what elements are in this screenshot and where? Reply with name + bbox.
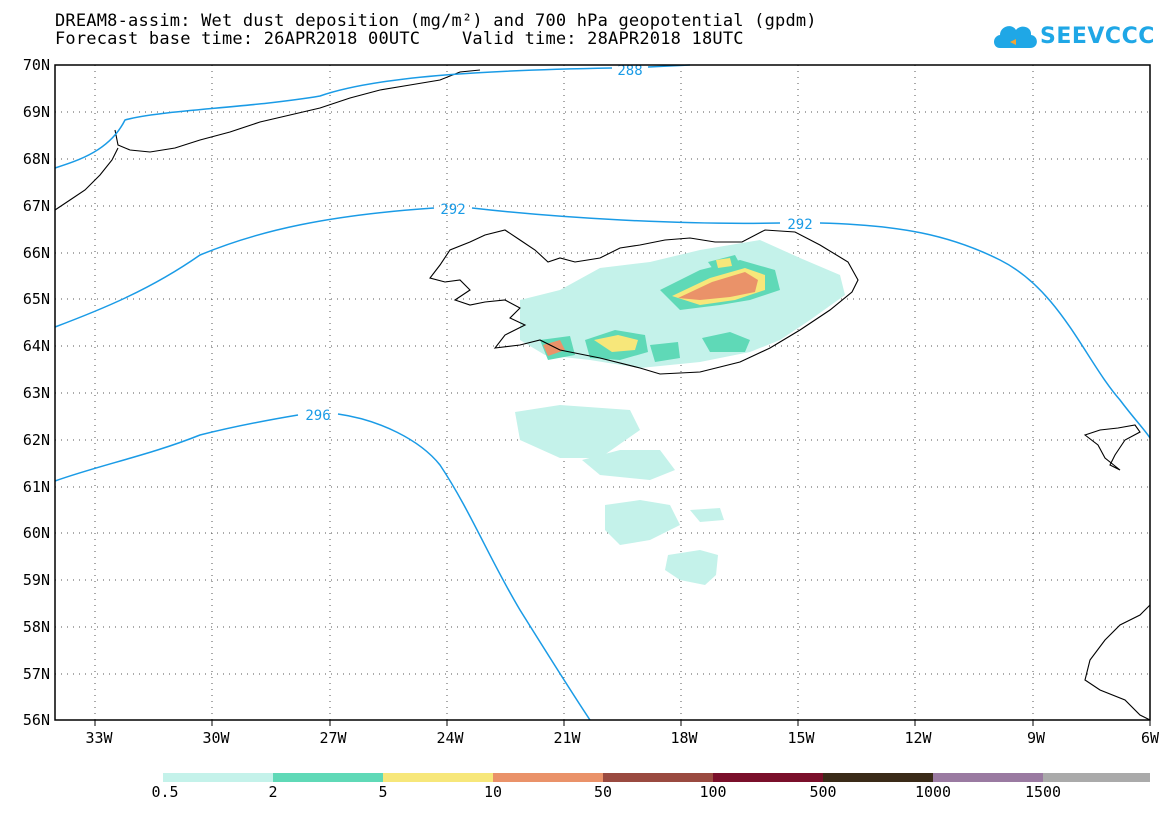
legend-label: 50: [593, 783, 613, 801]
legend-swatch: [383, 773, 493, 782]
lat-label: 56N: [23, 711, 50, 729]
legend-label: 1000: [914, 783, 952, 801]
lat-label: 60N: [23, 524, 50, 542]
logo-text: SEEVCCC: [1040, 24, 1155, 49]
legend-label: 0.5: [151, 783, 179, 801]
lat-label: 69N: [23, 103, 50, 121]
lat-label: 67N: [23, 197, 50, 215]
lon-label: 21W: [553, 729, 581, 747]
legend-label: 500: [809, 783, 837, 801]
lon-label: 27W: [319, 729, 347, 747]
grid-lines: [55, 65, 1150, 720]
legend-label: 5: [378, 783, 388, 801]
lat-label: 66N: [23, 244, 50, 262]
lon-label: 30W: [202, 729, 230, 747]
tick-marks: [94, 720, 1151, 726]
legend-swatch: [493, 773, 603, 782]
lat-label: 64N: [23, 337, 50, 355]
lon-label: 12W: [904, 729, 932, 747]
lat-label: 57N: [23, 665, 50, 683]
longitude-labels: 33W 30W 27W 24W 21W 18W 15W 12W 9W 6W: [85, 729, 1160, 747]
legend-label: 1500: [1024, 783, 1062, 801]
legend-swatch: [273, 773, 383, 782]
map-title: DREAM8-assim: Wet dust deposition (mg/m²…: [55, 11, 817, 31]
dust-deposition-fill: [515, 240, 845, 585]
cloud-icon: [994, 26, 1037, 48]
legend-label: 2: [268, 783, 278, 801]
lat-label: 70N: [23, 56, 50, 74]
lat-label: 58N: [23, 618, 50, 636]
contour-label: 292: [787, 217, 812, 233]
contour-label: 292: [440, 202, 465, 218]
lon-label: 33W: [85, 729, 113, 747]
geopotential-contours: [54, 64, 1151, 721]
lat-label: 65N: [23, 290, 50, 308]
lon-label: 24W: [436, 729, 464, 747]
latitude-labels: 70N 69N 68N 67N 66N 65N 64N 63N 62N 61N …: [23, 56, 50, 729]
map-frame: [54, 64, 1151, 721]
contour-label: 296: [305, 408, 330, 424]
lat-label: 63N: [23, 384, 50, 402]
legend-swatch: [163, 773, 273, 782]
seevccc-logo: SEEVCCC: [990, 18, 1154, 58]
lat-label: 61N: [23, 478, 50, 496]
legend-swatch: [603, 773, 713, 782]
lon-label: 15W: [787, 729, 815, 747]
legend-swatch: [823, 773, 933, 782]
coastlines: [54, 69, 1151, 721]
legend-swatch: [713, 773, 823, 782]
legend-colorbar: [163, 773, 1150, 782]
legend-swatch: [933, 773, 1043, 782]
contour-label: 288: [617, 63, 642, 79]
lat-label: 62N: [23, 431, 50, 449]
lon-label: 9W: [1027, 729, 1046, 747]
legend-label: 10: [483, 783, 503, 801]
lat-label: 59N: [23, 571, 50, 589]
lat-label: 68N: [23, 150, 50, 168]
map-subtitle: Forecast base time: 26APR2018 00UTC Vali…: [55, 29, 744, 49]
lon-label: 18W: [670, 729, 698, 747]
contour-labels: 288 292 292 296: [305, 63, 812, 424]
lon-label: 6W: [1141, 729, 1160, 747]
legend-swatch: [1043, 773, 1150, 782]
legend-label: 100: [699, 783, 727, 801]
